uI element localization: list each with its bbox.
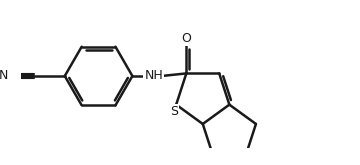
- Text: N: N: [0, 69, 8, 82]
- Text: O: O: [181, 33, 191, 45]
- Text: NH: NH: [144, 69, 163, 82]
- Text: S: S: [170, 105, 178, 118]
